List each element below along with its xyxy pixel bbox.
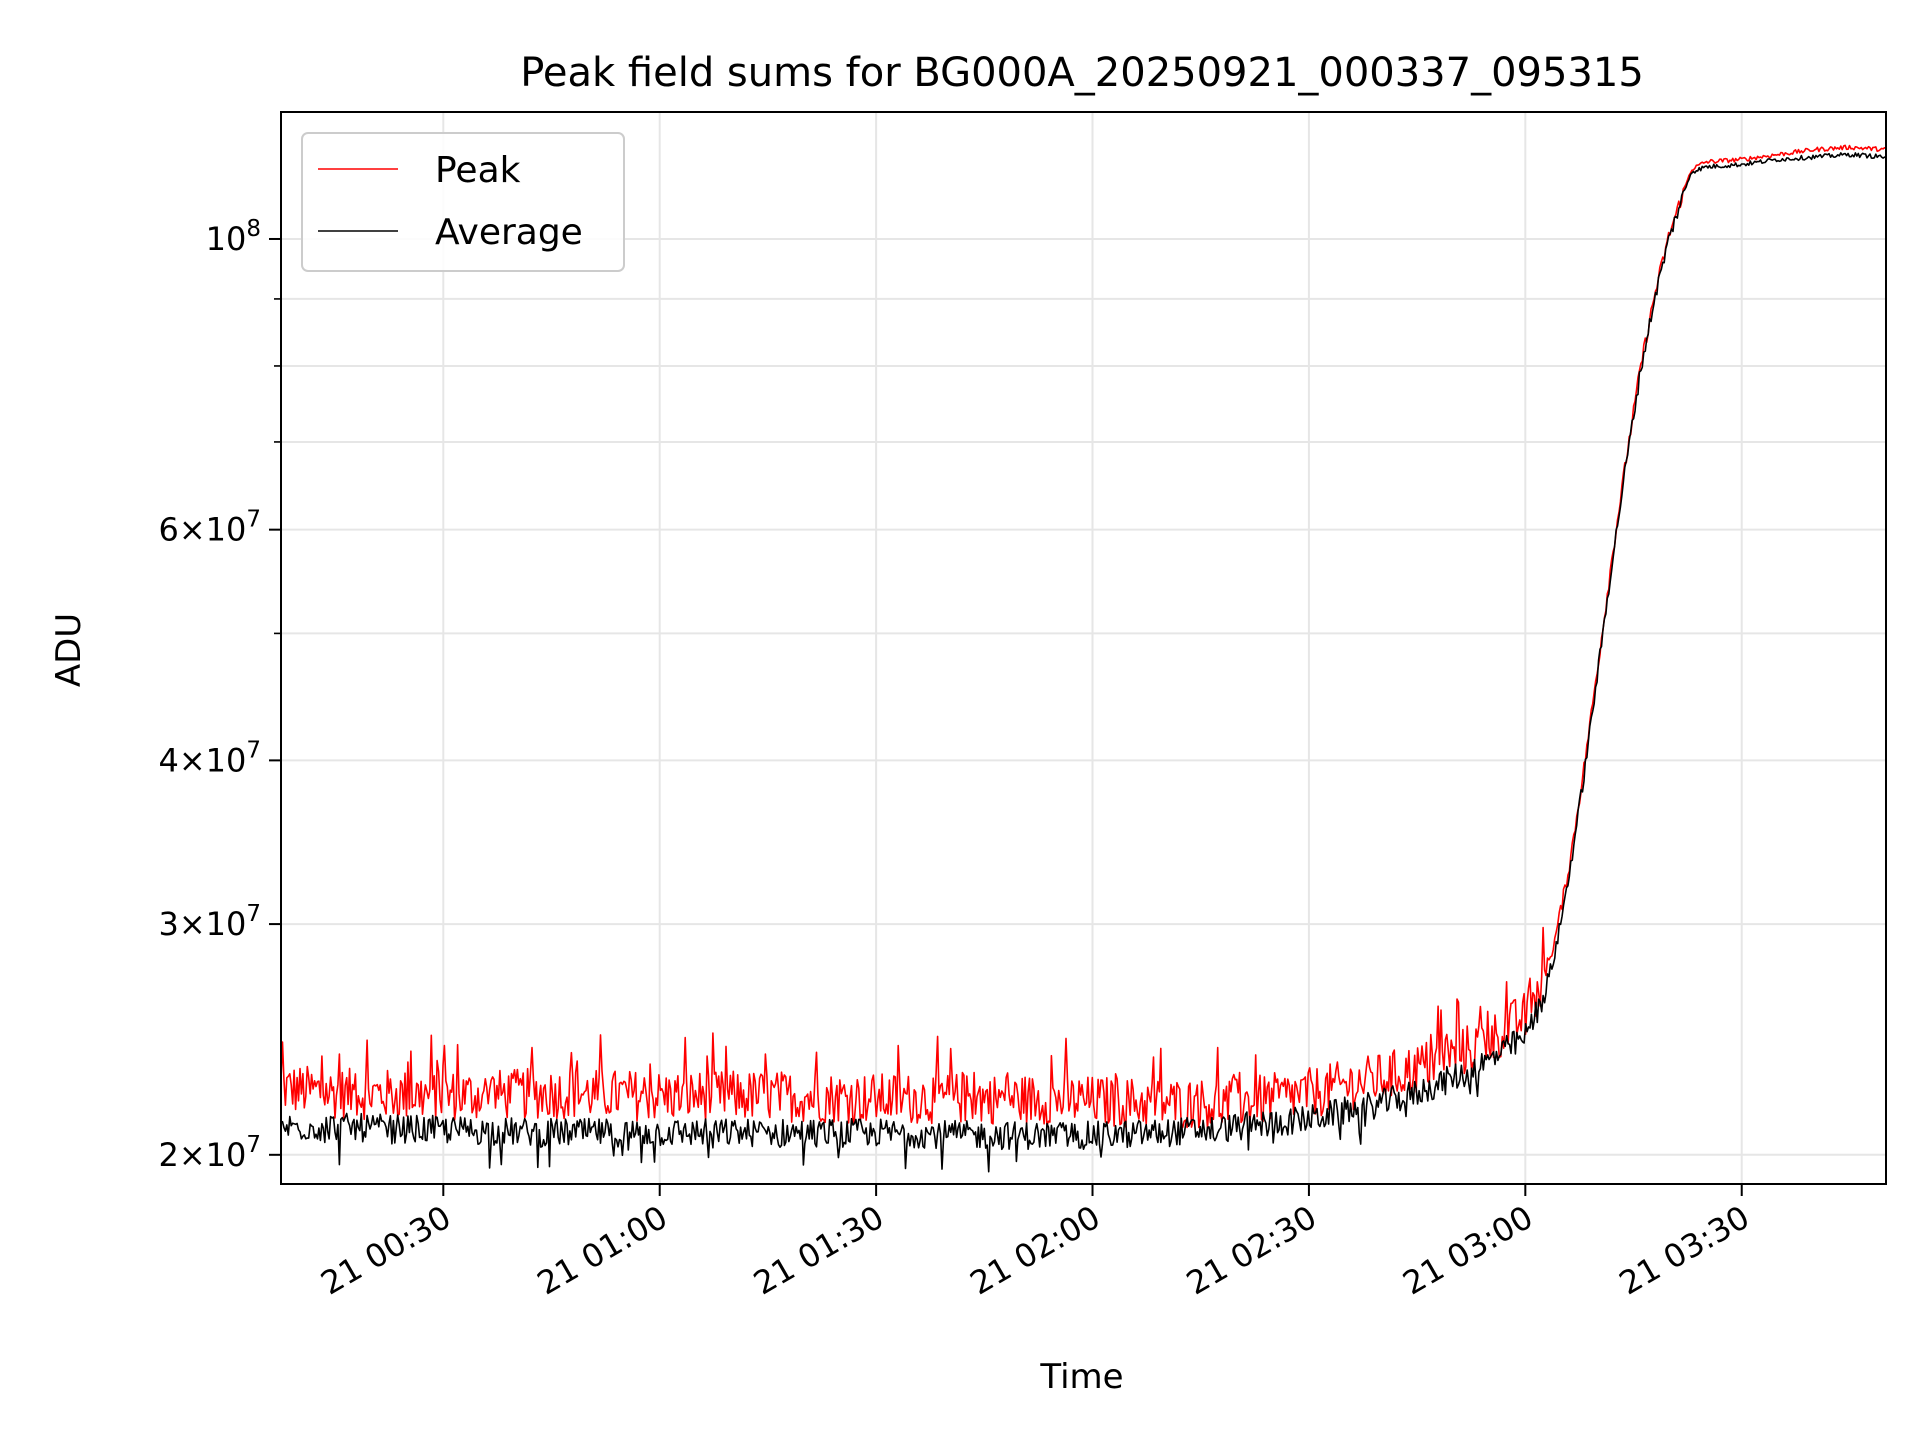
x-tick-label: 21 03:30 — [1613, 1198, 1756, 1302]
y-tick-label: 6×107 — [158, 507, 261, 549]
x-tick-label: 21 03:00 — [1396, 1198, 1539, 1302]
plot-area — [281, 144, 1886, 1173]
y-tick-label: 2×107 — [158, 1132, 261, 1174]
x-tick-label: 21 02:00 — [964, 1198, 1107, 1302]
y-tick-label: 108 — [206, 216, 261, 258]
gridlines — [281, 112, 1886, 1184]
y-tick-coef: 3 — [158, 905, 178, 943]
legend-box — [301, 132, 625, 272]
y-tick-coef: 2 — [158, 1136, 178, 1174]
y-tick-exp: 7 — [246, 901, 261, 927]
y-tick-exp: 8 — [246, 216, 261, 242]
y-axis-label: ADU — [49, 613, 89, 687]
y-tick-label: 3×107 — [158, 901, 261, 943]
chart-title: Peak field sums for BG000A_20250921_0003… — [520, 50, 1644, 96]
legend-label-peak: Peak — [435, 150, 521, 191]
y-tick-exp: 7 — [246, 507, 261, 533]
legend: Peak Average — [301, 132, 625, 272]
y-tick-coef: 6 — [158, 511, 178, 549]
x-tick-label: 21 02:30 — [1180, 1198, 1323, 1302]
x-tick-label: 21 01:30 — [747, 1198, 890, 1302]
legend-label-average: Average — [435, 212, 583, 253]
x-tick-label: 21 00:30 — [314, 1198, 457, 1302]
y-tick-coef: 4 — [158, 741, 178, 779]
y-tick-label: 4×107 — [158, 737, 261, 779]
x-tick-label: 21 01:00 — [531, 1198, 674, 1302]
x-axis-label: Time — [1039, 1357, 1123, 1397]
series-line-peak — [281, 144, 1886, 1130]
y-tick-exp: 7 — [246, 737, 261, 763]
y-tick-exp: 7 — [246, 1132, 261, 1158]
plot-frame — [280, 111, 1887, 1185]
series-line-average — [281, 152, 1886, 1173]
